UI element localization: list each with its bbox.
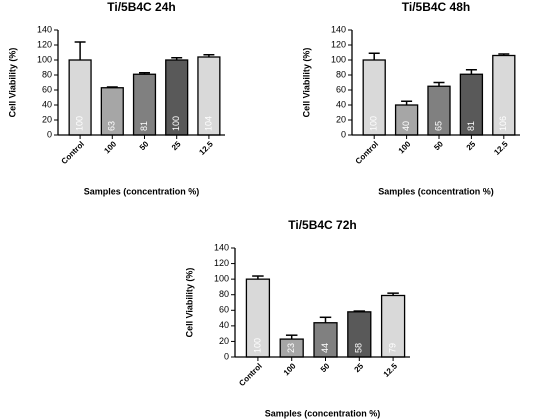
x-tick-label: Control — [354, 140, 380, 166]
value-label: 100 — [252, 338, 262, 353]
value-label: 79 — [387, 343, 397, 353]
x-axis-label: Samples (concentration %) — [378, 186, 494, 196]
x-tick-label: 50 — [432, 139, 445, 152]
x-axis-label: Samples (concentration %) — [84, 186, 200, 196]
y-tick-label: 60 — [336, 84, 346, 94]
value-label: 44 — [320, 343, 330, 353]
y-tick-label: 20 — [219, 336, 229, 346]
y-tick-label: 0 — [341, 129, 346, 139]
value-label: 81 — [466, 121, 476, 131]
y-tick-label: 120 — [37, 39, 52, 49]
value-label: 100 — [171, 116, 181, 131]
x-tick-label: Control — [237, 362, 263, 388]
y-tick-label: 100 — [331, 54, 346, 64]
value-label: 63 — [107, 121, 117, 131]
value-label: 106 — [498, 116, 508, 131]
y-tick-label: 140 — [214, 242, 229, 252]
x-axis-label: Samples (concentration %) — [265, 408, 381, 418]
y-tick-label: 100 — [37, 54, 52, 64]
y-tick-label: 100 — [214, 274, 229, 284]
y-tick-label: 140 — [331, 24, 346, 34]
x-tick-label: 100 — [397, 139, 413, 155]
y-tick-label: 40 — [336, 99, 346, 109]
chart-title: Ti/5B4C 24h — [107, 0, 175, 14]
x-tick-label: 12.5 — [492, 139, 510, 157]
y-tick-label: 80 — [219, 289, 229, 299]
value-label: 40 — [401, 121, 411, 131]
y-axis-label: Cell Viability (%) — [184, 268, 194, 338]
y-tick-label: 0 — [224, 351, 229, 361]
x-tick-label: 25 — [465, 139, 478, 152]
y-tick-label: 120 — [214, 258, 229, 268]
y-tick-label: 80 — [42, 69, 52, 79]
x-tick-label: 100 — [282, 361, 298, 377]
value-label: 58 — [354, 343, 364, 353]
y-tick-label: 80 — [336, 69, 346, 79]
chart-title: Ti/5B4C 48h — [402, 0, 470, 14]
y-tick-label: 40 — [42, 99, 52, 109]
x-tick-label: Control — [60, 140, 86, 166]
y-tick-label: 20 — [336, 114, 346, 124]
value-label: 81 — [139, 121, 149, 131]
x-tick-label: 12.5 — [382, 361, 400, 379]
x-tick-label: 25 — [353, 361, 366, 374]
value-label: 100 — [369, 116, 379, 131]
y-tick-label: 40 — [219, 320, 229, 330]
y-tick-label: 140 — [37, 24, 52, 34]
value-label: 65 — [433, 121, 443, 131]
x-tick-label: 50 — [138, 139, 151, 152]
value-label: 23 — [286, 343, 296, 353]
value-label: 104 — [203, 116, 213, 131]
y-axis-label: Cell Viability (%) — [7, 48, 17, 118]
x-tick-label: 12.5 — [197, 139, 215, 157]
value-label: 100 — [74, 116, 84, 131]
y-tick-label: 60 — [42, 84, 52, 94]
chart-title: Ti/5B4C 72h — [288, 218, 356, 232]
x-tick-label: 50 — [319, 361, 332, 374]
x-tick-label: 25 — [170, 139, 183, 152]
y-tick-label: 60 — [219, 305, 229, 315]
y-tick-label: 120 — [331, 39, 346, 49]
y-tick-label: 0 — [47, 129, 52, 139]
y-axis-label: Cell Viability (%) — [301, 48, 311, 118]
y-tick-label: 20 — [42, 114, 52, 124]
x-tick-label: 100 — [102, 139, 118, 155]
